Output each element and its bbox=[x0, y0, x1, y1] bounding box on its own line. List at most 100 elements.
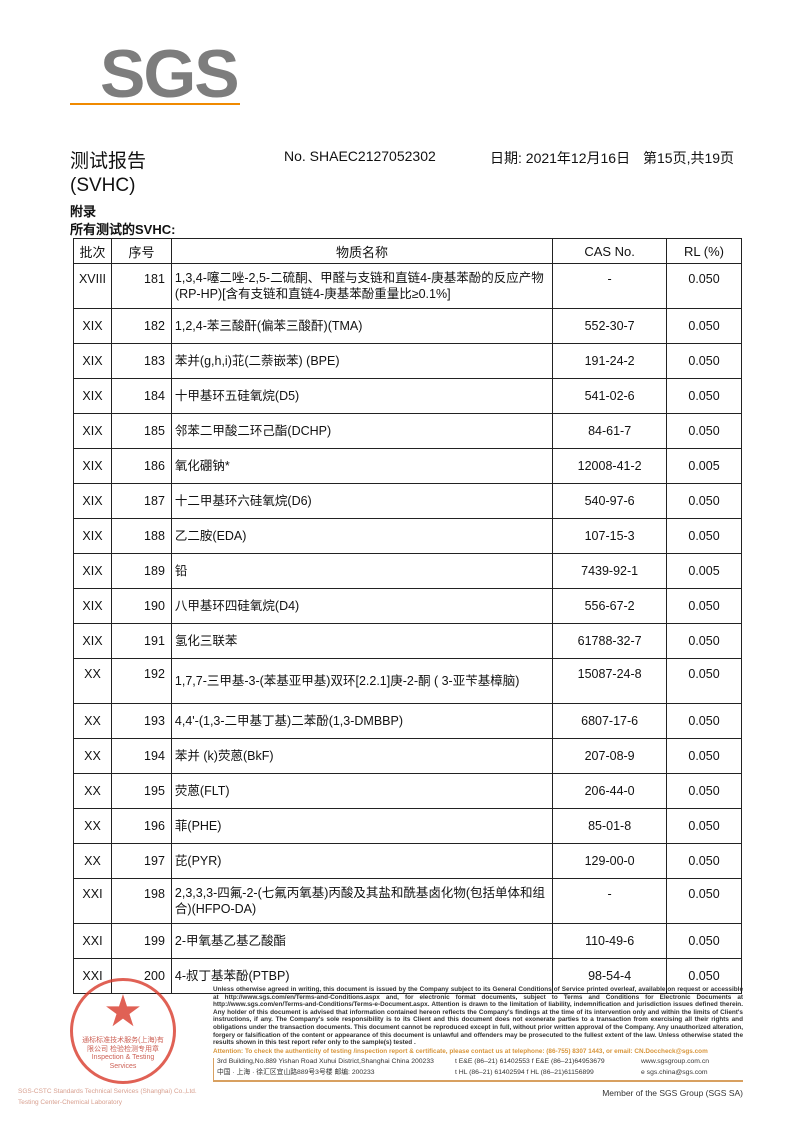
cas-cell: - bbox=[552, 878, 668, 924]
rl-cell: 0.050 bbox=[666, 263, 742, 309]
address-en: 3rd Building,No.889 Yishan Road Xuhui Di… bbox=[217, 1058, 434, 1066]
rl-cell: 0.050 bbox=[666, 923, 742, 959]
rl-cell: 0.050 bbox=[666, 343, 742, 379]
substance-cell: 氢化三联苯 bbox=[170, 623, 554, 659]
table-row: XX 194 苯并 (k)荧蒽(BkF) 207-08-9 0.050 bbox=[73, 738, 742, 774]
col-substance: 物质名称 bbox=[170, 238, 554, 264]
number-cell: 199 bbox=[110, 923, 172, 959]
rl-cell: 0.050 bbox=[666, 738, 742, 774]
cas-cell: 98-54-4 bbox=[552, 958, 668, 994]
substance-cell: 邻苯二甲酸二环己酯(DCHP) bbox=[170, 413, 554, 449]
authenticity-notice: Attention: To check the authenticity of … bbox=[213, 1047, 708, 1055]
rl-cell: 0.050 bbox=[666, 658, 742, 704]
number-cell: 198 bbox=[110, 878, 172, 924]
report-number: No. SHAEC2127052302 bbox=[284, 148, 436, 164]
batch-cell: XIX bbox=[73, 518, 112, 554]
table-row: XIX 182 1,2,4-苯三酸酐(偏苯三酸酐)(TMA) 552-30-7 0.05… bbox=[73, 308, 742, 344]
substance-cell: 荧蒽(FLT) bbox=[170, 773, 554, 809]
col-cas: CAS No. bbox=[552, 238, 668, 264]
rl-cell: 0.050 bbox=[666, 808, 742, 844]
batch-cell: XIX bbox=[73, 553, 112, 589]
substance-cell: 十甲基环五硅氧烷(D5) bbox=[170, 378, 554, 414]
substance-cell: 1,2,4-苯三酸酐(偏苯三酸酐)(TMA) bbox=[170, 308, 554, 344]
batch-cell: XIX bbox=[73, 343, 112, 379]
substance-cell: 2-甲氧基乙基乙酸酯 bbox=[170, 923, 554, 959]
star-icon: ★ bbox=[103, 987, 143, 1036]
table-row: XX 197 芘(PYR) 129-00-0 0.050 bbox=[73, 843, 742, 879]
number-cell: 186 bbox=[110, 448, 172, 484]
table-row: XX 193 4,4'-(1,3-二甲基丁基)二苯酚(1,3-DMBBP) 6807-… bbox=[73, 703, 742, 739]
section-heading: 附录 bbox=[70, 204, 97, 219]
col-rl: RL (%) bbox=[666, 238, 742, 264]
table-row: XIX 183 苯并(g,h,i)苝(二萘嵌苯) (BPE) 191-24-2 0.05… bbox=[73, 343, 742, 379]
number-cell: 181 bbox=[110, 263, 172, 309]
substance-cell: 1,3,4-噻二唑-2,5-二硫酮、甲醛与支链和直链4-庚基苯酚的反应产物(RP… bbox=[170, 263, 554, 309]
number-cell: 194 bbox=[110, 738, 172, 774]
legal-disclaimer: Unless otherwise agreed in writing, this… bbox=[213, 986, 743, 1047]
batch-cell: XX bbox=[73, 808, 112, 844]
address-cn: 中国 · 上海 · 徐汇区宜山路889号3号楼 邮编: 200233 bbox=[217, 1069, 375, 1077]
batch-cell: XX bbox=[73, 773, 112, 809]
phone-ee: t E&E (86–21) 61402553 f E&E (86–21)6495… bbox=[455, 1058, 605, 1066]
website: www.sgsgroup.com.cn bbox=[641, 1058, 709, 1066]
stamp-text: 通标标准技术服务(上海)有限公司 检验检测专用章 Inspection & Te… bbox=[82, 1037, 164, 1070]
table-row: XXI 198 2,3,3,3-四氟-2-(七氟丙氧基)丙酸及其盐和酰基卤化物(包括… bbox=[73, 878, 742, 924]
table-row: XIX 187 十二甲基环六硅氧烷(D6) 540-97-6 0.050 bbox=[73, 483, 742, 519]
batch-cell: XXI bbox=[73, 923, 112, 959]
batch-cell: XVIII bbox=[73, 263, 112, 309]
report-subtitle: (SVHC) bbox=[70, 175, 136, 196]
sgs-logo: SGS bbox=[100, 36, 240, 112]
substance-cell: 十二甲基环六硅氧烷(D6) bbox=[170, 483, 554, 519]
rl-cell: 0.005 bbox=[666, 553, 742, 589]
substance-cell: 芘(PYR) bbox=[170, 843, 554, 879]
page-number: 第15页,共19页 bbox=[643, 150, 735, 166]
number-cell: 195 bbox=[110, 773, 172, 809]
cas-cell: 206-44-0 bbox=[552, 773, 668, 809]
cas-cell: 107-15-3 bbox=[552, 518, 668, 554]
substance-cell: 4,4'-(1,3-二甲基丁基)二苯酚(1,3-DMBBP) bbox=[170, 703, 554, 739]
substance-cell: 氧化硼钠* bbox=[170, 448, 554, 484]
table-row: XXI 200 4-叔丁基苯酚(PTBP) 98-54-4 0.050 bbox=[73, 958, 742, 994]
batch-cell: XIX bbox=[73, 623, 112, 659]
table-row: XIX 186 氧化硼钠* 12008-41-2 0.005 bbox=[73, 448, 742, 484]
batch-cell: XXI bbox=[73, 878, 112, 924]
rl-cell: 0.050 bbox=[666, 378, 742, 414]
rl-cell: 0.050 bbox=[666, 308, 742, 344]
report-title: 测试报告 bbox=[70, 151, 147, 172]
table-row: XIX 188 乙二胺(EDA) 107-15-3 0.050 bbox=[73, 518, 742, 554]
batch-cell: XX bbox=[73, 738, 112, 774]
rl-cell: 0.050 bbox=[666, 773, 742, 809]
rl-cell: 0.050 bbox=[666, 483, 742, 519]
substance-cell: 2,3,3,3-四氟-2-(七氟丙氧基)丙酸及其盐和酰基卤化物(包括单体和组合)… bbox=[170, 878, 554, 924]
footer-block: Unless otherwise agreed in writing, this… bbox=[213, 986, 743, 1098]
rl-cell: 0.050 bbox=[666, 518, 742, 554]
substance-cell: 铅 bbox=[170, 553, 554, 589]
batch-cell: XIX bbox=[73, 448, 112, 484]
cas-cell: 12008-41-2 bbox=[552, 448, 668, 484]
number-cell: 185 bbox=[110, 413, 172, 449]
batch-cell: XX bbox=[73, 843, 112, 879]
rl-cell: 0.050 bbox=[666, 958, 742, 994]
batch-cell: XX bbox=[73, 703, 112, 739]
cas-cell: 191-24-2 bbox=[552, 343, 668, 379]
table-row: XIX 191 氢化三联苯 61788-32-7 0.050 bbox=[73, 623, 742, 659]
number-cell: 191 bbox=[110, 623, 172, 659]
table-row: XVIII 181 1,3,4-噻二唑-2,5-二硫酮、甲醛与支链和直链4-庚基苯酚… bbox=[73, 263, 742, 309]
table-row: XIX 190 八甲基环四硅氧烷(D4) 556-67-2 0.050 bbox=[73, 588, 742, 624]
table-row: XX 195 荧蒽(FLT) 206-44-0 0.050 bbox=[73, 773, 742, 809]
phone-hl: t HL (86–21) 61402594 f HL (86–21)611568… bbox=[455, 1069, 594, 1077]
table-row: XXI 199 2-甲氧基乙基乙酸酯 110-49-6 0.050 bbox=[73, 923, 742, 959]
svhc-table: 批次 序号 物质名称 CAS No. RL (%) XVIII 181 1,3,4-… bbox=[73, 238, 742, 994]
table-row: XX 196 菲(PHE) 85-01-8 0.050 bbox=[73, 808, 742, 844]
cas-cell: 6807-17-6 bbox=[552, 703, 668, 739]
col-no: 序号 bbox=[110, 238, 172, 264]
number-cell: 182 bbox=[110, 308, 172, 344]
number-cell: 187 bbox=[110, 483, 172, 519]
logo-underline bbox=[70, 103, 240, 105]
batch-cell: XIX bbox=[73, 413, 112, 449]
cas-cell: 556-67-2 bbox=[552, 588, 668, 624]
cas-cell: 84-61-7 bbox=[552, 413, 668, 449]
cas-cell: 129-00-0 bbox=[552, 843, 668, 879]
batch-cell: XX bbox=[73, 658, 112, 704]
